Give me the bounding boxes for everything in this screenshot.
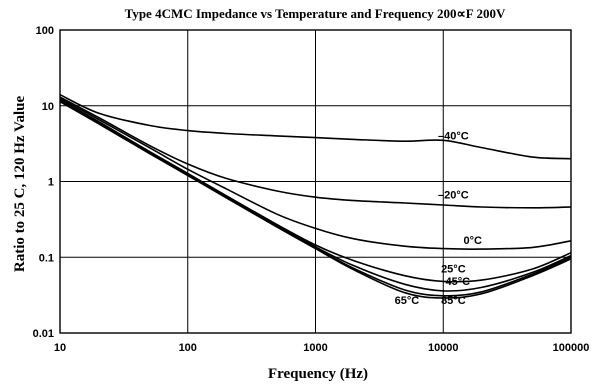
y-axis-title: Ratio to 25 C, 120 Hz Value — [12, 96, 28, 273]
x-tick-label: 10000 — [428, 342, 459, 354]
y-tick-label: 1 — [48, 177, 54, 189]
series-label: 0°C — [463, 235, 482, 247]
x-axis-title: Frequency (Hz) — [268, 366, 368, 382]
series-label: 25°C — [441, 263, 466, 275]
series-line — [59, 101, 572, 299]
x-tick-label: 10 — [54, 342, 66, 354]
series-line — [59, 93, 572, 160]
series-label: 45°C — [446, 276, 471, 288]
x-tick-label: 100 — [179, 342, 197, 354]
series-label: 65°C — [395, 295, 420, 307]
x-axis-ticks: 10 100 1000 10000 100000 — [54, 342, 589, 354]
series-line — [59, 96, 572, 209]
plot-frame — [59, 29, 572, 334]
series-label: –20°C — [438, 189, 469, 201]
y-tick-label: 0.01 — [33, 328, 54, 340]
y-tick-label: 0.1 — [39, 252, 54, 264]
chart-title: Type 4CMC Impedance vs Temperature and F… — [125, 6, 506, 21]
series-labels: –40°C –20°C 0°C 25°C45°C 65°C 85°C — [395, 130, 482, 307]
y-axis-ticks: 100 10 1 0.1 0.01 — [33, 25, 54, 340]
x-tick-label: 1000 — [303, 342, 327, 354]
series-label: 85°C — [441, 295, 466, 307]
x-tick-label: 100000 — [553, 342, 590, 354]
y-tick-label: 100 — [36, 25, 54, 37]
y-tick-label: 10 — [42, 101, 54, 113]
series-label: –40°C — [438, 130, 469, 142]
series-curves — [59, 93, 572, 299]
series-line — [59, 97, 572, 250]
